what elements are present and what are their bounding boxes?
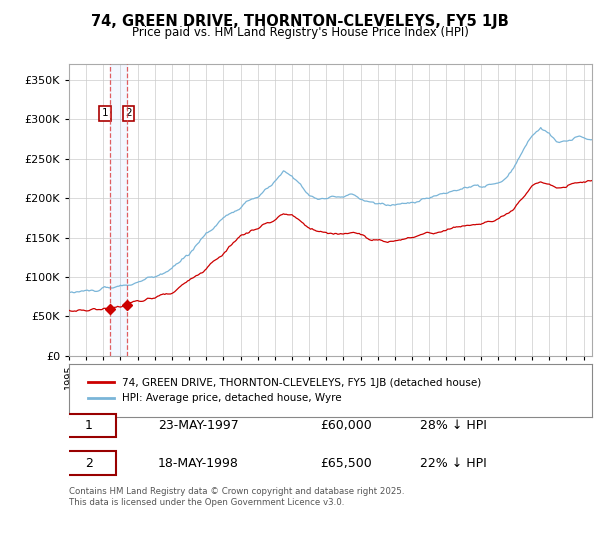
Text: Contains HM Land Registry data © Crown copyright and database right 2025.
This d: Contains HM Land Registry data © Crown c… (69, 487, 404, 507)
Text: 74, GREEN DRIVE, THORNTON-CLEVELEYS, FY5 1JB: 74, GREEN DRIVE, THORNTON-CLEVELEYS, FY5… (91, 14, 509, 29)
Text: 18-MAY-1998: 18-MAY-1998 (158, 456, 239, 470)
Text: £60,000: £60,000 (320, 419, 372, 432)
Text: 23-MAY-1997: 23-MAY-1997 (158, 419, 239, 432)
Text: Price paid vs. HM Land Registry's House Price Index (HPI): Price paid vs. HM Land Registry's House … (131, 26, 469, 39)
Text: 28% ↓ HPI: 28% ↓ HPI (419, 419, 487, 432)
Text: 2: 2 (125, 108, 132, 118)
Legend: 74, GREEN DRIVE, THORNTON-CLEVELEYS, FY5 1JB (detached house), HPI: Average pric: 74, GREEN DRIVE, THORNTON-CLEVELEYS, FY5… (79, 370, 490, 412)
Text: 1: 1 (102, 108, 109, 118)
FancyBboxPatch shape (61, 414, 116, 437)
Text: 2: 2 (85, 456, 93, 470)
Text: 22% ↓ HPI: 22% ↓ HPI (419, 456, 486, 470)
Text: £65,500: £65,500 (320, 456, 372, 470)
FancyBboxPatch shape (61, 451, 116, 475)
Bar (110, 64, 127, 356)
Text: 1: 1 (85, 419, 93, 432)
